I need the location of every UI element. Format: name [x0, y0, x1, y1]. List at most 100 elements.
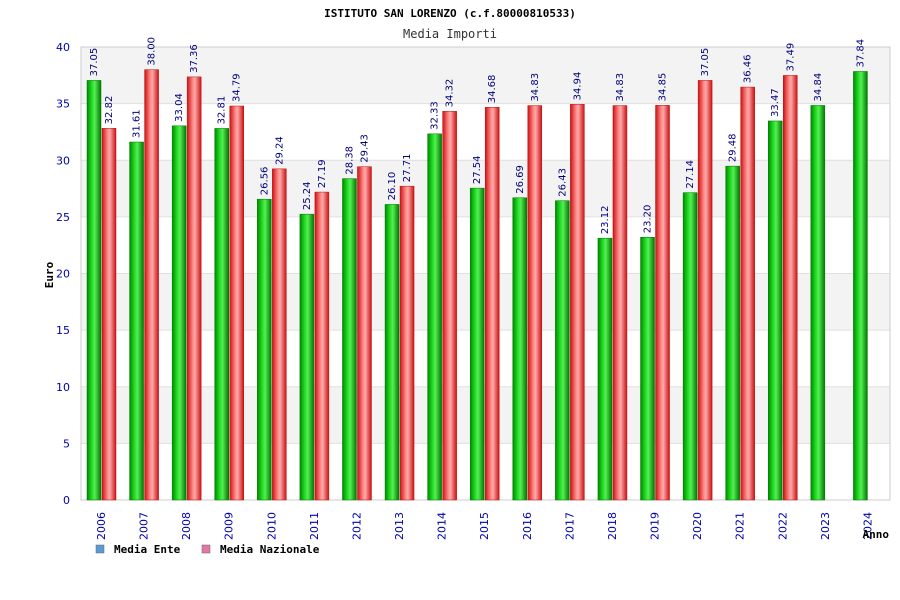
legend-swatch	[201, 544, 211, 554]
data-label: 36.46	[743, 54, 754, 83]
data-label: 37.84	[855, 39, 866, 68]
data-label: 37.05	[89, 48, 100, 77]
bar-media-nazionale-2019	[655, 105, 670, 501]
y-axis-label: Euro	[43, 261, 56, 288]
data-label: 27.71	[402, 154, 413, 183]
y-tick-label: 15	[56, 324, 70, 337]
legend: Media Ente Media Nazionale	[95, 543, 320, 556]
x-tick-label: 2012	[350, 512, 363, 540]
data-label: 32.33	[430, 101, 441, 130]
x-tick-label: 2021	[734, 512, 747, 540]
bar-media-nazionale-2022	[783, 75, 798, 501]
bar-media-ente-2006	[86, 80, 102, 501]
x-tick-label: 2023	[819, 512, 832, 540]
bar-media-nazionale-2007	[144, 69, 159, 501]
bar-media-nazionale-2008	[186, 76, 202, 501]
x-tick-label: 2020	[691, 512, 704, 540]
x-axis-label: Anno	[863, 528, 890, 541]
data-label: 33.04	[174, 93, 185, 122]
bar-media-nazionale-2016	[527, 105, 543, 501]
bar-media-nazionale-2020	[697, 80, 713, 501]
data-label: 34.83	[615, 73, 626, 102]
bar-media-ente-2014	[427, 133, 442, 501]
data-label: 28.38	[344, 146, 355, 175]
x-tick-label: 2006	[95, 512, 108, 540]
data-label: 34.83	[530, 73, 541, 102]
data-label: 27.14	[685, 160, 696, 189]
bar-media-ente-2010	[257, 198, 272, 501]
y-tick-label: 30	[56, 154, 70, 167]
y-tick-label: 25	[56, 211, 70, 224]
legend-swatch	[95, 544, 105, 554]
data-label: 32.81	[217, 96, 228, 125]
data-label: 34.84	[813, 73, 824, 102]
data-label: 29.24	[274, 136, 285, 165]
data-labels: 37.05 32.82 31.61 38.00 33.04 37.36 32.81 34.79…	[89, 37, 866, 234]
data-label: 34.79	[232, 73, 243, 102]
x-tick-label: 2016	[521, 512, 534, 540]
bar-media-ente-2017	[555, 200, 570, 501]
data-label: 34.32	[445, 79, 456, 108]
legend-label: Media Ente	[114, 543, 181, 556]
data-label: 27.19	[317, 159, 328, 188]
x-tick-label: 2017	[563, 512, 576, 540]
y-tick-label: 20	[56, 268, 70, 281]
bar-media-ente-2011	[299, 213, 315, 501]
x-tick-label: 2022	[776, 512, 789, 540]
bar-media-nazionale-2011	[314, 191, 330, 501]
data-label: 25.24	[302, 182, 313, 211]
bar-media-nazionale-2017	[570, 104, 585, 501]
x-tick-label: 2019	[649, 512, 662, 540]
bar-media-nazionale-2015	[484, 106, 500, 501]
data-label: 23.12	[600, 206, 611, 235]
bar-media-ente-2020	[682, 192, 698, 501]
data-label: 23.20	[643, 205, 654, 234]
data-label: 34.94	[572, 72, 583, 101]
x-tick-label: 2015	[478, 512, 491, 540]
bar-media-ente-2015	[469, 187, 485, 501]
x-tick-label: 2024	[861, 512, 874, 540]
y-tick-label: 35	[56, 98, 70, 111]
bar-media-ente-2013	[384, 204, 400, 501]
bar-media-nazionale-2009	[229, 105, 244, 501]
legend-label: Media Nazionale	[220, 543, 320, 556]
chart-title: ISTITUTO SAN LORENZO (c.f.80000810533)	[324, 7, 576, 20]
bar-media-ente-2019	[640, 237, 655, 501]
x-tick-label: 2007	[138, 512, 151, 540]
bar-media-ente-2009	[214, 128, 229, 501]
bar-media-nazionale-2013	[399, 185, 415, 501]
x-tick-label: 2013	[393, 512, 406, 540]
bar-media-ente-2007	[129, 141, 144, 501]
data-label: 38.00	[147, 37, 158, 66]
y-tick-label: 40	[56, 41, 70, 54]
data-label: 26.69	[515, 165, 526, 194]
x-tick-label: 2008	[180, 512, 193, 540]
data-label: 37.05	[700, 48, 711, 77]
bar-media-nazionale-2012	[357, 166, 372, 501]
data-label: 26.10	[387, 172, 398, 201]
data-label: 34.68	[487, 75, 498, 104]
data-label: 29.43	[359, 134, 370, 163]
bar-media-nazionale-2010	[272, 168, 287, 501]
x-tick-label: 2011	[308, 512, 321, 540]
bar-media-ente-2018	[597, 237, 613, 501]
bar-media-nazionale-2006	[101, 128, 117, 501]
bar-media-ente-2021	[725, 165, 740, 501]
x-tick-label: 2014	[436, 512, 449, 540]
x-tick-label: 2009	[223, 512, 236, 540]
data-label: 31.61	[132, 109, 143, 138]
data-label: 37.36	[189, 44, 200, 73]
data-label: 26.56	[259, 167, 270, 196]
bar-media-ente-2008	[171, 125, 187, 501]
data-label: 37.49	[785, 43, 796, 72]
data-label: 33.47	[770, 88, 781, 117]
bars	[86, 69, 868, 501]
x-tick-label: 2010	[265, 512, 278, 540]
data-label: 34.85	[658, 73, 669, 102]
plot-band	[81, 47, 890, 104]
bar-media-nazionale-2014	[442, 111, 457, 501]
bar-media-ente-2012	[342, 178, 357, 501]
data-label: 27.54	[472, 155, 483, 184]
bar-media-nazionale-2018	[612, 105, 628, 501]
y-tick-label: 0	[63, 494, 70, 507]
